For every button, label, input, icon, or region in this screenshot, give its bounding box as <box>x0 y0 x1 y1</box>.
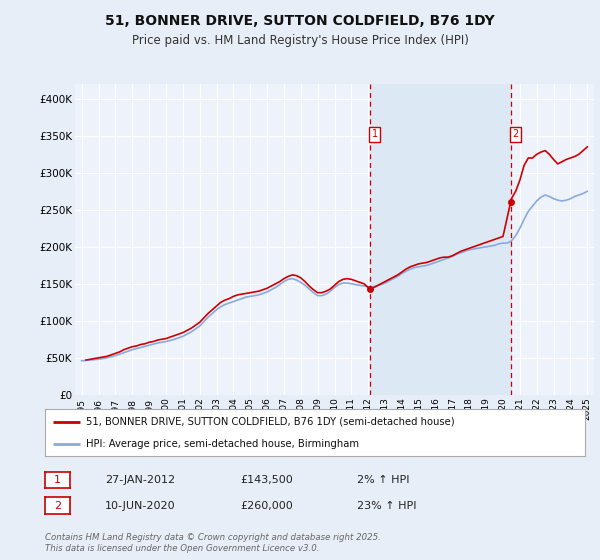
Text: 2: 2 <box>54 501 61 511</box>
Text: £143,500: £143,500 <box>240 475 293 485</box>
Text: Price paid vs. HM Land Registry's House Price Index (HPI): Price paid vs. HM Land Registry's House … <box>131 34 469 46</box>
Text: 1: 1 <box>371 129 377 139</box>
Text: 51, BONNER DRIVE, SUTTON COLDFIELD, B76 1DY: 51, BONNER DRIVE, SUTTON COLDFIELD, B76 … <box>105 14 495 28</box>
Text: HPI: Average price, semi-detached house, Birmingham: HPI: Average price, semi-detached house,… <box>86 438 359 449</box>
Text: 23% ↑ HPI: 23% ↑ HPI <box>357 501 416 511</box>
Text: 51, BONNER DRIVE, SUTTON COLDFIELD, B76 1DY (semi-detached house): 51, BONNER DRIVE, SUTTON COLDFIELD, B76 … <box>86 417 454 427</box>
Text: 27-JAN-2012: 27-JAN-2012 <box>105 475 175 485</box>
Text: 2: 2 <box>512 129 519 139</box>
Text: 10-JUN-2020: 10-JUN-2020 <box>105 501 176 511</box>
Text: Contains HM Land Registry data © Crown copyright and database right 2025.
This d: Contains HM Land Registry data © Crown c… <box>45 533 381 553</box>
Text: £260,000: £260,000 <box>240 501 293 511</box>
Text: 1: 1 <box>54 475 61 485</box>
Text: 2% ↑ HPI: 2% ↑ HPI <box>357 475 409 485</box>
Bar <box>370 84 511 395</box>
